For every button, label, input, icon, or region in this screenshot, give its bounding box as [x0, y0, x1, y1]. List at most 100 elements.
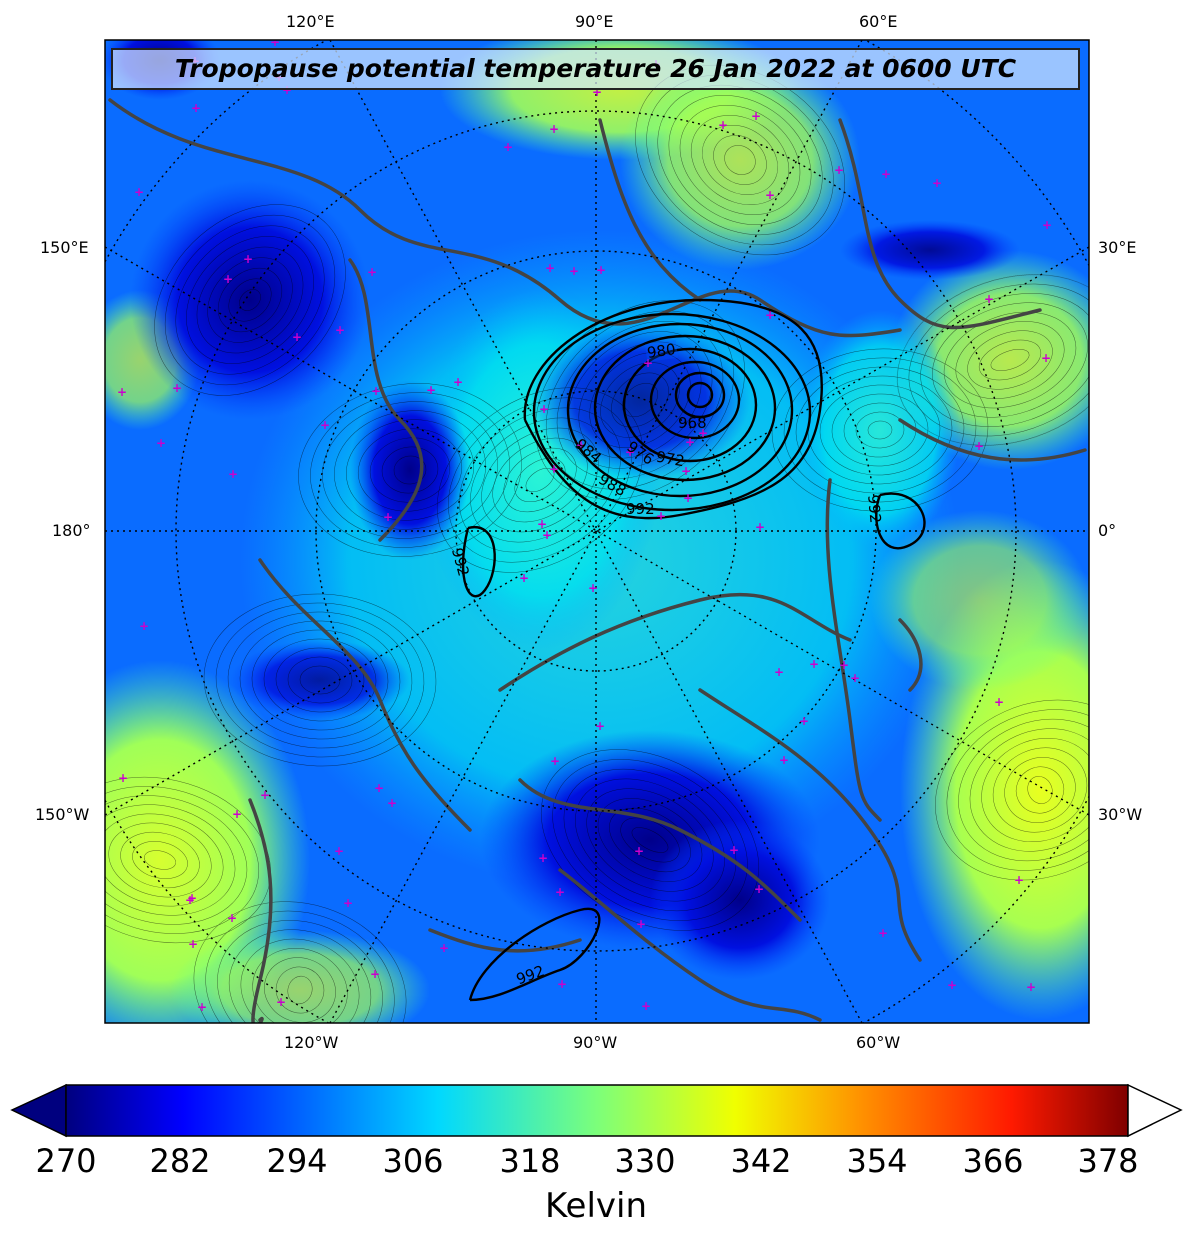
station-marker: + [765, 308, 775, 322]
graticule [105, 40, 1089, 1023]
station-marker: + [172, 381, 182, 395]
thin-contour [831, 393, 929, 467]
station-marker: + [134, 185, 144, 199]
station-marker: + [426, 383, 436, 397]
station-marker: + [282, 83, 292, 97]
station-marker: + [374, 781, 384, 795]
thin-contour [620, 817, 680, 863]
station-marker: + [276, 995, 286, 1009]
thin-contour [105, 813, 224, 907]
station-marker: + [117, 385, 127, 399]
lon-label-bottom: 60°W [856, 1033, 901, 1052]
thin-contour [105, 795, 248, 925]
thin-contour [563, 768, 737, 912]
thin-contour [492, 437, 588, 523]
station-marker: + [453, 375, 463, 389]
station-marker: + [947, 978, 957, 992]
station-marker: + [227, 911, 237, 925]
thin-contour [1027, 776, 1053, 804]
thin-contour [896, 274, 1089, 446]
colorbar-gradient [65, 1084, 1129, 1137]
station-marker: + [243, 252, 253, 266]
thin-contour [240, 938, 360, 1023]
thin-contour [105, 786, 260, 934]
thin-contour [239, 620, 401, 740]
colorbar-tick: 318 [499, 1142, 561, 1180]
lon-label-left: 180° [52, 521, 91, 540]
station-marker: + [569, 264, 579, 278]
thin-contour [946, 709, 1089, 871]
thin-contour [193, 901, 407, 1023]
lon-label-top: 60°E [859, 12, 898, 31]
thin-contour [578, 341, 702, 459]
station-marker: + [439, 941, 449, 955]
station-marker: + [625, 445, 635, 459]
colorbar-tick: 378 [1077, 1142, 1139, 1180]
lon-label-right: 0° [1098, 521, 1117, 540]
station-marker: + [1014, 873, 1024, 887]
station-marker: + [260, 788, 270, 802]
thin-contour [908, 283, 1089, 437]
station-marker: + [994, 695, 1004, 709]
isobar-label: 992 [864, 493, 885, 525]
thin-contour [795, 366, 965, 494]
station-marker: + [387, 796, 397, 810]
station-marker: + [537, 517, 547, 531]
station-marker: + [118, 771, 128, 785]
thin-contour [393, 455, 427, 485]
thin-contour [545, 310, 735, 490]
station-marker: + [685, 435, 695, 449]
station-marker: + [878, 926, 888, 940]
station-marker: + [555, 885, 565, 899]
lon-label-top: 90°E [575, 12, 614, 31]
lon-label-right: 30°E [1098, 238, 1137, 257]
colorbar-low-extend [10, 1083, 67, 1138]
map-title: Tropopause potential temperature 26 Jan … [111, 48, 1080, 90]
thin-contour [819, 384, 941, 476]
lon-label-left: 150°E [40, 238, 89, 257]
station-marker: + [683, 491, 693, 505]
station-marker: + [550, 754, 560, 768]
thin-contour [264, 957, 336, 1023]
station-marker: + [503, 140, 513, 154]
station-marker: + [188, 937, 198, 951]
station-marker: + [809, 657, 819, 671]
thin-contour [597, 798, 703, 882]
colorbar-tick: 330 [614, 1142, 676, 1180]
station-marker: + [681, 464, 691, 478]
station-marker: + [519, 571, 529, 585]
thin-contour [702, 125, 778, 195]
thin-contour [239, 289, 261, 311]
thin-contour [252, 948, 348, 1023]
station-marker: + [1041, 351, 1051, 365]
station-marker: + [881, 167, 891, 181]
station-marker: + [292, 330, 302, 344]
station-marker: + [197, 1000, 207, 1014]
thin-contour [105, 804, 236, 916]
station-marker: + [592, 85, 602, 99]
thin-contour [120, 831, 200, 889]
station-marker: + [643, 356, 653, 370]
station-marker: + [139, 619, 149, 633]
thin-contour [175, 225, 325, 375]
thin-contour [436, 387, 644, 573]
station-marker: + [223, 272, 233, 286]
thin-contour [855, 411, 905, 449]
station-marker: + [595, 719, 605, 733]
station-marker: + [641, 999, 651, 1013]
station-marker: + [588, 581, 598, 595]
station-marker: + [751, 109, 761, 123]
thin-contour [631, 827, 669, 853]
colorbar-unit-label: Kelvin [544, 1186, 648, 1226]
isobar-label: 968 [678, 414, 707, 432]
isobar-label: 992 [626, 500, 655, 518]
station-marker: + [656, 509, 666, 523]
station-marker: + [779, 753, 789, 767]
station-marker: + [1042, 218, 1052, 232]
thin-contour [992, 747, 1088, 833]
station-marker: + [765, 188, 775, 202]
thin-contour [943, 311, 1077, 409]
station-marker: + [596, 263, 606, 277]
thin-contour [935, 699, 1089, 881]
station-marker: + [549, 122, 559, 136]
